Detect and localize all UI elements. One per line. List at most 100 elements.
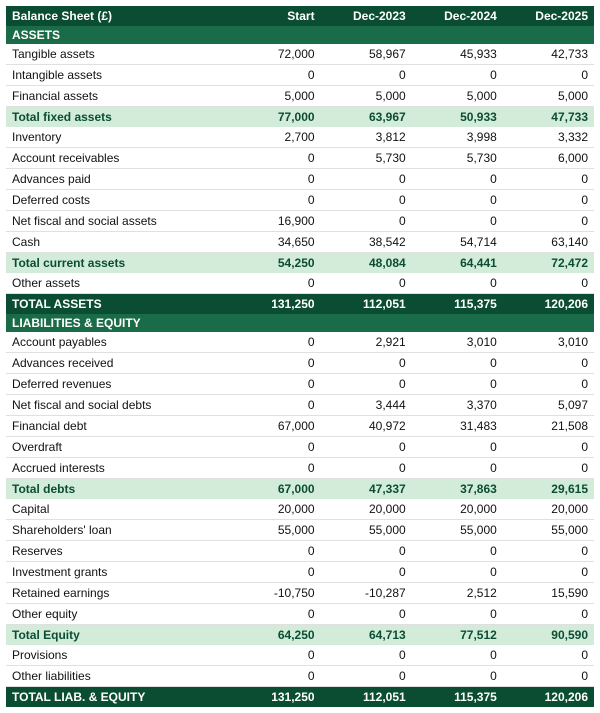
row-value: 131,250 [229,294,320,315]
row-value: 0 [412,437,503,458]
row-value: 0 [229,645,320,666]
row-value: 0 [321,437,412,458]
row-value: 0 [412,645,503,666]
row-label: Financial debt [6,416,229,437]
row-label: Cash [6,232,229,253]
table-row: Advances paid0000 [6,169,594,190]
table-row: Deferred revenues0000 [6,374,594,395]
row-value: 64,250 [229,625,320,646]
row-value: 5,000 [229,86,320,107]
row-value: 0 [229,65,320,86]
row-label: Overdraft [6,437,229,458]
row-label: Total fixed assets [6,107,229,128]
row-label: Other assets [6,273,229,294]
row-value: 112,051 [321,687,412,708]
row-value: 0 [503,562,594,583]
row-value: 0 [229,273,320,294]
row-value: 38,542 [321,232,412,253]
table-row: Other liabilities0000 [6,666,594,687]
row-value: 20,000 [412,499,503,520]
balance-sheet-table: Balance Sheet (£) Start Dec-2023 Dec-202… [6,6,594,707]
row-value: 5,097 [503,395,594,416]
row-value: 40,972 [321,416,412,437]
row-value: 0 [503,273,594,294]
row-value: 131,250 [229,687,320,708]
row-value: 34,650 [229,232,320,253]
row-value: 0 [503,604,594,625]
table-row: Overdraft0000 [6,437,594,458]
row-value: 0 [412,666,503,687]
row-value: 54,250 [229,253,320,274]
row-value: 20,000 [229,499,320,520]
row-value: 0 [412,374,503,395]
table-row: Reserves0000 [6,541,594,562]
row-value: 0 [321,562,412,583]
row-label: Provisions [6,645,229,666]
header-col-2: Dec-2024 [412,6,503,26]
row-value: 50,933 [412,107,503,128]
row-label: Other equity [6,604,229,625]
row-value: 0 [503,666,594,687]
header-col-1: Dec-2023 [321,6,412,26]
row-value: 0 [229,190,320,211]
table-row: Investment grants0000 [6,562,594,583]
row-value: 37,863 [412,479,503,500]
row-value: 0 [412,65,503,86]
row-value: 77,512 [412,625,503,646]
row-label: Advances paid [6,169,229,190]
table-row: LIABILITIES & EQUITY [6,314,594,332]
row-value: 5,000 [321,86,412,107]
row-value: 55,000 [321,520,412,541]
row-value: 0 [412,353,503,374]
table-row: Tangible assets72,00058,96745,93342,733 [6,44,594,65]
row-label: TOTAL ASSETS [6,294,229,315]
table-row: Financial debt67,00040,97231,48321,508 [6,416,594,437]
row-value: 0 [229,666,320,687]
row-label: Financial assets [6,86,229,107]
row-value: 67,000 [229,416,320,437]
table-row: Deferred costs0000 [6,190,594,211]
row-value: 3,812 [321,127,412,148]
row-label: Net fiscal and social assets [6,211,229,232]
table-row: Advances received0000 [6,353,594,374]
row-label: Retained earnings [6,583,229,604]
row-value: 0 [229,437,320,458]
row-label: TOTAL LIAB. & EQUITY [6,687,229,708]
row-label: Account receivables [6,148,229,169]
table-row: Accrued interests0000 [6,458,594,479]
row-value: 0 [321,645,412,666]
table-row: Inventory2,7003,8123,9983,332 [6,127,594,148]
row-value: 3,370 [412,395,503,416]
row-label: Total Equity [6,625,229,646]
row-value: 54,714 [412,232,503,253]
row-value: 3,444 [321,395,412,416]
row-value: 0 [321,273,412,294]
row-value: 31,483 [412,416,503,437]
section-label: LIABILITIES & EQUITY [6,314,594,332]
row-value: 20,000 [321,499,412,520]
row-label: Other liabilities [6,666,229,687]
row-value: 0 [321,211,412,232]
row-value: 0 [503,541,594,562]
row-label: Total current assets [6,253,229,274]
table-row: Total debts67,00047,33737,86329,615 [6,479,594,500]
row-value: 58,967 [321,44,412,65]
row-value: 0 [412,562,503,583]
row-value: 0 [321,353,412,374]
row-label: Intangible assets [6,65,229,86]
row-label: Total debts [6,479,229,500]
row-value: 47,733 [503,107,594,128]
header-title: Balance Sheet (£) [6,6,229,26]
row-value: 0 [229,541,320,562]
row-label: Reserves [6,541,229,562]
table-row: Other equity0000 [6,604,594,625]
row-value: -10,750 [229,583,320,604]
table-row: Cash34,65038,54254,71463,140 [6,232,594,253]
row-value: 55,000 [229,520,320,541]
table-row: TOTAL ASSETS131,250112,051115,375120,206 [6,294,594,315]
table-row: Capital20,00020,00020,00020,000 [6,499,594,520]
row-value: 0 [503,353,594,374]
row-value: 0 [503,374,594,395]
row-value: 0 [412,541,503,562]
row-value: 72,472 [503,253,594,274]
